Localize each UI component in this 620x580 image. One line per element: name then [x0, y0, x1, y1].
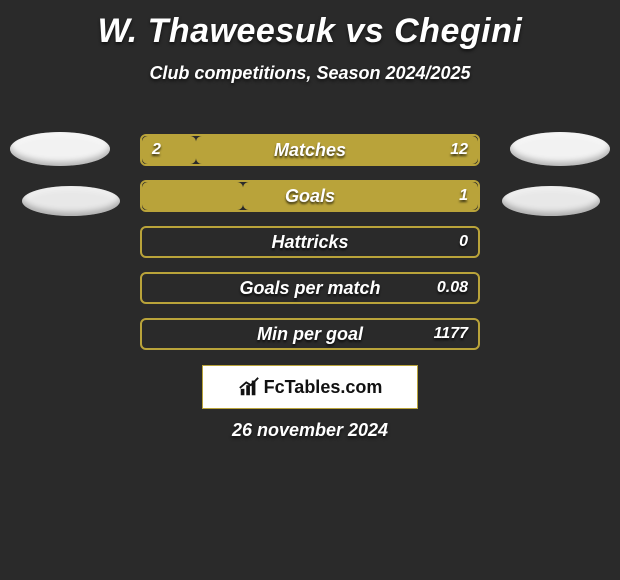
- stat-row: 1Goals: [140, 180, 480, 212]
- stat-bar-right: [196, 136, 478, 164]
- stat-value-right: 1177: [424, 320, 478, 348]
- page-subtitle: Club competitions, Season 2024/2025: [0, 63, 620, 84]
- brand-icon: [238, 376, 260, 398]
- stat-row: 1177Min per goal: [140, 318, 480, 350]
- comparison-chart: 212Matches 1Goals 0Hattricks 0.08Goals per …: [140, 134, 480, 364]
- stat-bar-right: [243, 182, 478, 210]
- page-title: W. Thaweesuk vs Chegini: [0, 12, 620, 51]
- brand-text: FcTables.com: [264, 377, 383, 398]
- stat-row: 0.08Goals per match: [140, 272, 480, 304]
- stat-label: Hattricks: [142, 228, 478, 256]
- stat-label: Min per goal: [142, 320, 478, 348]
- player-right-oval-2: [502, 186, 600, 216]
- stat-bar-left: [142, 136, 196, 164]
- player-right-oval-1: [510, 132, 610, 166]
- player-left-oval-1: [10, 132, 110, 166]
- stat-value-right: 0: [449, 228, 478, 256]
- stat-bar-left: [142, 182, 243, 210]
- brand-badge: FcTables.com: [202, 365, 418, 409]
- stat-label: Goals per match: [142, 274, 478, 302]
- stat-row: 0Hattricks: [140, 226, 480, 258]
- stat-value-right: 0.08: [427, 274, 478, 302]
- page-root: W. Thaweesuk vs Chegini Club competition…: [0, 12, 620, 580]
- player-left-oval-2: [22, 186, 120, 216]
- date-label: 26 november 2024: [0, 420, 620, 441]
- stat-row: 212Matches: [140, 134, 480, 166]
